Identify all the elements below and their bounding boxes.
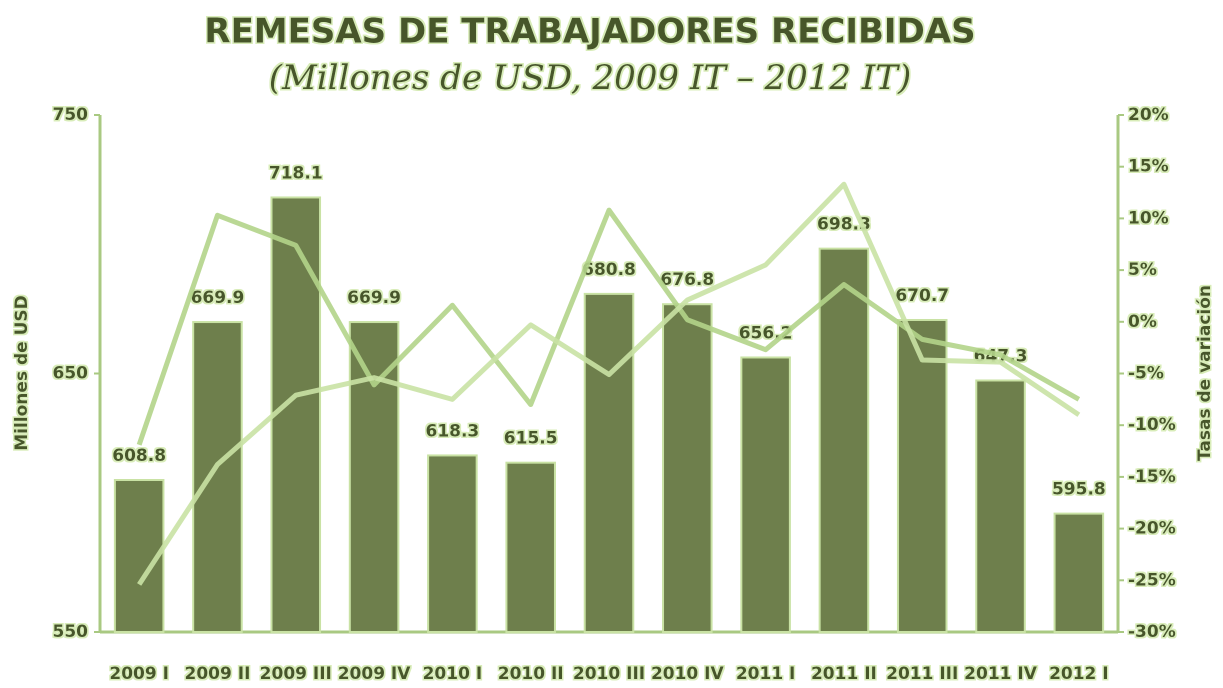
y2-tick-label: -25% (1128, 570, 1176, 590)
y-tick-label: 550 (53, 622, 89, 642)
y2-tick-label: 10% (1128, 208, 1169, 228)
value-label: 680.8 (582, 260, 636, 280)
value-label: 670.7 (895, 286, 949, 306)
x-tick-label: 2010 III (573, 664, 645, 684)
x-tick-label: 2009 I (109, 664, 169, 684)
bar (740, 356, 791, 633)
y2-axis-title: Tasas de variación (1195, 285, 1215, 461)
bar (818, 247, 870, 633)
value-label: 669.9 (191, 288, 245, 308)
bar (427, 454, 478, 633)
x-tick-label: 2012 I (1049, 664, 1109, 684)
y2-tick-label: 5% (1128, 260, 1157, 280)
y2-tick-label: -10% (1128, 415, 1176, 435)
bar (583, 292, 635, 633)
x-tick-label: 2011 III (886, 664, 958, 684)
x-tick-label: 2009 III (260, 664, 332, 684)
line (136, 207, 1081, 446)
value-label: 676.8 (660, 270, 714, 290)
y-tick-label: 650 (53, 364, 89, 384)
chart-title: REMESAS DE TRABAJADORES RECIBIDAS (204, 12, 975, 52)
bar (270, 196, 322, 634)
bar (975, 379, 1026, 633)
x-tick-label: 2010 IV (651, 664, 725, 684)
x-tick-label: 2011 IV (964, 664, 1038, 684)
chart-subtitle: (Millones de USD, 2009 IT – 2012 IT) (269, 58, 912, 98)
y-axis-title: Millones de USD (12, 295, 32, 451)
value-label: 615.5 (504, 429, 558, 449)
value-label: 595.8 (1052, 480, 1106, 500)
value-label: 718.1 (269, 163, 323, 183)
bar (348, 321, 400, 633)
bar (662, 303, 713, 633)
bar (1053, 512, 1105, 633)
y2-tick-label: 20% (1128, 105, 1169, 125)
value-label: 618.3 (425, 421, 479, 441)
bar (896, 318, 948, 633)
y-tick-label: 750 (53, 105, 89, 125)
y2-tick-label: -15% (1128, 467, 1176, 487)
x-tick-label: 2010 II (498, 664, 564, 684)
value-label: 669.9 (347, 288, 401, 308)
bar (192, 321, 243, 633)
x-tick-label: 2009 II (185, 664, 251, 684)
bar (505, 461, 556, 633)
y2-tick-label: -30% (1128, 622, 1176, 642)
x-tick-label: 2010 I (423, 664, 483, 684)
line (137, 181, 1081, 586)
y2-tick-label: -20% (1128, 519, 1176, 539)
x-tick-label: 2009 IV (338, 664, 412, 684)
y2-tick-label: 0% (1128, 312, 1157, 332)
y2-tick-label: 15% (1128, 157, 1169, 177)
value-label: 608.8 (112, 446, 166, 466)
x-tick-label: 2011 I (736, 664, 796, 684)
x-tick-label: 2011 II (811, 664, 877, 684)
y2-tick-label: -5% (1128, 364, 1164, 384)
